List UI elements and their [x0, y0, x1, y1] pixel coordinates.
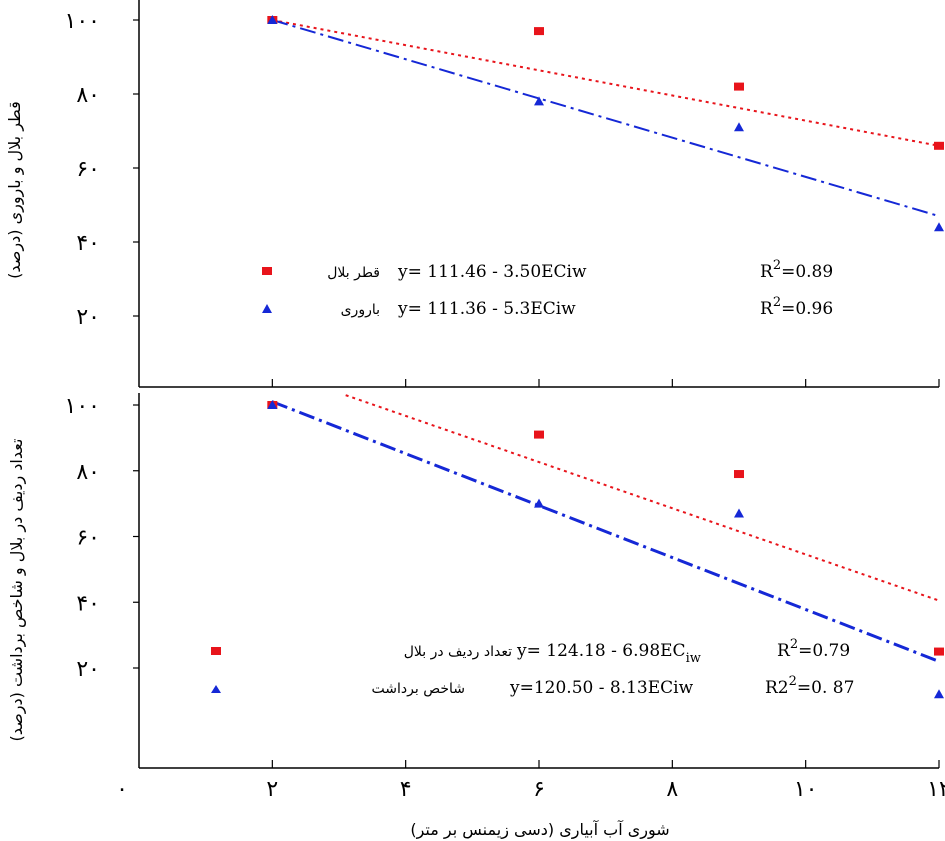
y-tick-label: ۲۰ [76, 305, 100, 330]
x-tick-label: ۸ [666, 777, 678, 802]
legend-name-harvest-index: شاخص برداشت [372, 681, 465, 697]
data-point-square [534, 430, 544, 439]
bottom-panel: ۲۰ ۴۰ ۶۰ ۸۰ ۱۰۰ ۰ ۲ ۴ ۶ ۸ ۱۰ ۱۲ تعداد ردیف در بلال و… [7, 393, 945, 840]
legend-name-fertility: باروری [341, 302, 380, 318]
x-tick-label: ۶ [533, 777, 545, 802]
data-point-square [934, 141, 944, 150]
data-point-square [934, 647, 944, 656]
x-tick-label: ۰ [116, 777, 128, 802]
top-legend: قطر بلال y= 111.46 - 3.50ECiw R2=0.89 با… [262, 258, 833, 319]
y-axis-title: تعداد ردیف در بلال و شاخص برداشت (درصد) [7, 439, 27, 742]
legend-r2-fertility: R2=0.96 [760, 295, 833, 319]
x-tick-label: ۲ [266, 777, 278, 802]
top-panel: ۲۰ ۴۰ ۶۰ ۸۰ ۱۰۰ قطر بلال و باروری (درصد) [5, 0, 944, 388]
legend-name-row-count: تعداد ردیف در بلال [404, 644, 512, 660]
y-tick-label: ۶۰ [76, 526, 100, 551]
data-point-square [734, 470, 744, 479]
x-axis-title: شوری آب آبیاری (دسی زیمنس بر متر) [410, 820, 669, 840]
data-point-triangle [734, 122, 744, 132]
legend-r2-ear-diameter: R2=0.89 [760, 258, 833, 282]
x-tick-label: ۱۰ [794, 777, 818, 802]
fit-line-red [272, 19, 940, 147]
data-point-square [734, 82, 744, 91]
legend-equation-harvest-index: y=120.50 - 8.13ECiw [509, 678, 694, 698]
legend-triangle-marker [262, 304, 272, 313]
data-point-triangle [934, 222, 944, 232]
x-tick-label: ۴ [400, 777, 412, 802]
legend-square-marker [211, 647, 221, 655]
bottom-legend: تعداد ردیف در بلال y= 124.18 - 6.98ECiw … [211, 637, 854, 698]
y-tick-label: ۲۰ [76, 657, 100, 682]
data-point-triangle [734, 508, 744, 518]
y-tick-label: ۸۰ [76, 83, 100, 108]
legend-r2-row-count: R2=0.79 [777, 637, 850, 661]
data-point-triangle [534, 498, 544, 508]
x-tick-label: ۱۲ [927, 777, 945, 802]
fit-line-red [345, 394, 940, 602]
y-tick-label: ۱۰۰ [65, 394, 100, 419]
legend-triangle-marker [211, 685, 221, 693]
y-tick-label: ۱۰۰ [65, 9, 100, 34]
data-point-triangle [534, 96, 544, 106]
data-point-triangle [934, 689, 944, 699]
legend-equation-fertility: y= 111.36 - 5.3ECiw [397, 299, 576, 319]
data-point-triangle [267, 400, 278, 409]
legends: قطر بلال y= 111.46 - 3.50ECiw R2=0.89 با… [211, 258, 854, 698]
fit-line-blue [272, 19, 940, 218]
y-tick-label: ۸۰ [76, 460, 100, 485]
y-axis-title: قطر بلال و باروری (درصد) [5, 101, 25, 279]
legend-r2-harvest-index: R22=0. 87 [765, 674, 854, 698]
data-point-square [534, 27, 544, 36]
y-tick-label: ۴۰ [76, 591, 100, 616]
y-tick-label: ۴۰ [76, 231, 100, 256]
legend-name-ear-diameter: قطر بلال [327, 265, 380, 281]
legend-square-marker [262, 267, 272, 275]
fit-line-blue [271, 400, 940, 663]
legend-equation-row-count: y= 124.18 - 6.98ECiw [516, 641, 701, 666]
legend-equation-ear-diameter: y= 111.46 - 3.50ECiw [397, 262, 587, 282]
y-tick-label: ۶۰ [76, 157, 100, 182]
data-point-triangle [267, 15, 278, 24]
